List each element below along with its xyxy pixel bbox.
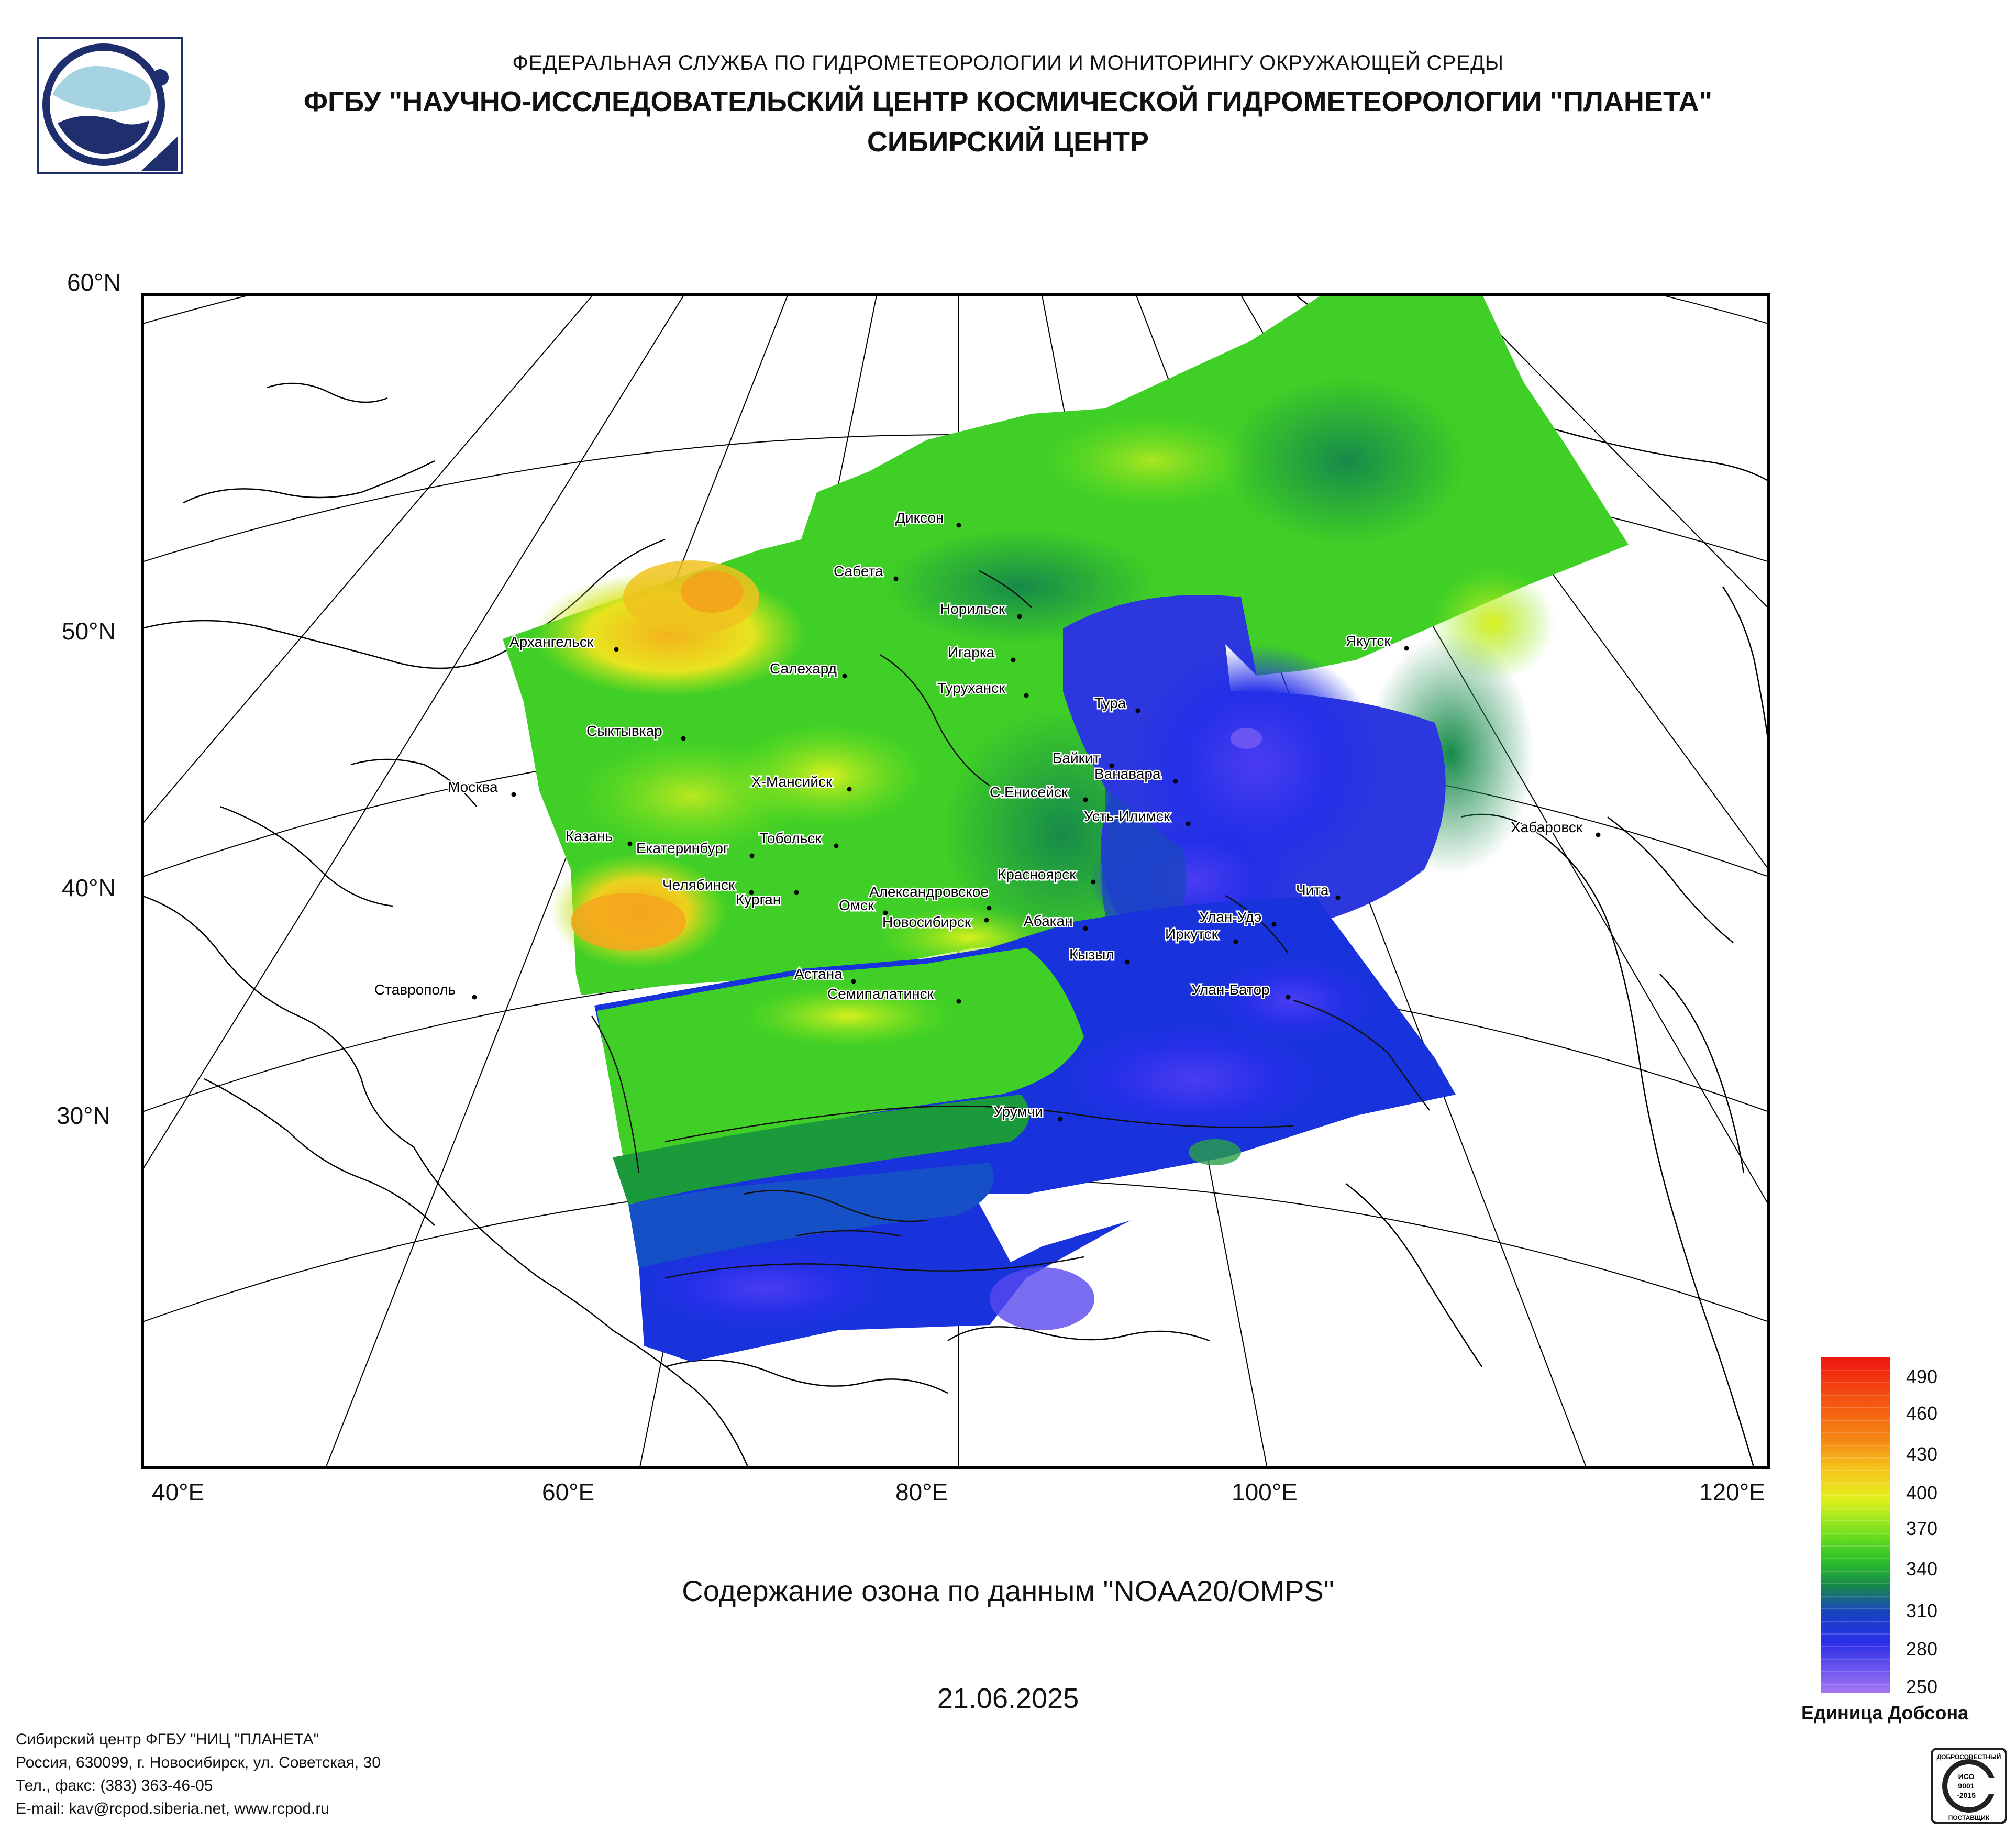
footer-line: Россия, 630099, г. Новосибирск, ул. Сове…	[16, 1754, 381, 1771]
lon-label-80: 80°E	[895, 1478, 948, 1506]
city-label: Тобольск	[759, 830, 822, 846]
city-label: Ставрополь	[374, 981, 456, 998]
city-label: Курган	[736, 891, 781, 908]
lon-label-120: 120°E	[1699, 1478, 1765, 1506]
city-label: Москва	[448, 779, 498, 795]
city-label: Александровское	[869, 884, 989, 900]
city-label: Иркутск	[1165, 926, 1219, 942]
city-label: Сыктывкар	[586, 723, 662, 739]
map-title: Содержание озона по данным "NOAA20/OMPS"	[682, 1574, 1334, 1607]
city-label: Салехард	[770, 660, 837, 677]
footer-line: Сибирский центр ФГБУ "НИЦ "ПЛАНЕТА"	[16, 1731, 319, 1748]
ozone-map: Диксон Сабета Норильск Игарка Архангельс…	[141, 293, 1770, 1469]
legend-unit: Единица Добсона	[1801, 1702, 1969, 1724]
city-label: Сабета	[834, 563, 883, 579]
city-label: Кызыл	[1069, 946, 1114, 963]
header-institute: ФГБУ "НАУЧНО-ИССЛЕДОВАТЕЛЬСКИЙ ЦЕНТР КОС…	[303, 86, 1713, 117]
lat-label-50: 50°N	[62, 617, 116, 645]
cert-text: 9001	[1958, 1782, 1974, 1790]
city-label: Архангельск	[509, 634, 594, 650]
city-label: Новосибирск	[882, 914, 971, 930]
footer-contacts: Сибирский центр ФГБУ "НИЦ "ПЛАНЕТА" Росс…	[16, 1728, 381, 1820]
cert-text: ПОСТАВЩИК	[1948, 1814, 1990, 1821]
city-label: Екатеринбург	[636, 840, 728, 856]
color-legend	[1821, 1357, 1890, 1693]
city-label: Астана	[794, 966, 843, 982]
city-label: Х-Мансийск	[751, 774, 833, 790]
city-label: Челябинск	[662, 877, 735, 893]
city-label: Диксон	[895, 510, 944, 526]
city-label: Улан-Батор	[1191, 981, 1270, 998]
city-label: Тура	[1094, 695, 1126, 711]
city-label: Улан-Удэ	[1199, 909, 1261, 925]
legend-value: 460	[1906, 1403, 1938, 1424]
iso-certificate-badge: ДОБРОСОВЕСТНЫЙ ИСО 9001 -2015 ПОСТАВЩИК	[1931, 1748, 2007, 1824]
planeta-logo	[37, 37, 183, 174]
city-label: Якутск	[1346, 633, 1391, 649]
city-label: С.Енисейск	[990, 784, 1068, 800]
city-label: Байкит	[1053, 750, 1100, 766]
footer-line: E-mail: kav@rcpod.siberia.net, www.rcpod…	[16, 1800, 330, 1817]
city-label: Казань	[566, 828, 613, 844]
city-label: Семипалатинск	[827, 986, 934, 1002]
city-label: Туруханск	[937, 680, 1005, 696]
city-label: Красноярск	[998, 866, 1076, 882]
city-label: Хабаровск	[1511, 819, 1583, 835]
cert-text: -2015	[1957, 1791, 1976, 1799]
legend-value: 280	[1906, 1638, 1938, 1660]
legend-value: 370	[1906, 1518, 1938, 1539]
city-label: Усть-Илимск	[1084, 808, 1170, 824]
lon-label-40: 40°E	[152, 1478, 205, 1506]
lat-label-60: 60°N	[67, 269, 121, 296]
city-label: Абакан	[1024, 913, 1073, 929]
lon-label-100: 100°E	[1232, 1478, 1298, 1506]
lat-label-30: 30°N	[57, 1102, 110, 1129]
legend-value: 340	[1906, 1558, 1938, 1580]
cert-text: ИСО	[1958, 1772, 1975, 1781]
legend-value: 400	[1906, 1482, 1938, 1504]
legend-value: 490	[1906, 1366, 1938, 1387]
map-date: 21.06.2025	[937, 1683, 1079, 1714]
footer-line: Тел., факс: (383) 363-46-05	[16, 1777, 213, 1794]
city-label: Омск	[839, 897, 874, 913]
city-label: Норильск	[940, 601, 1005, 617]
lon-label-60: 60°E	[542, 1478, 595, 1506]
legend-value: 310	[1906, 1600, 1938, 1621]
header-agency: ФЕДЕРАЛЬНАЯ СЛУЖБА ПО ГИДРОМЕТЕОРОЛОГИИ …	[512, 51, 1504, 74]
city-label: Урумчи	[993, 1103, 1043, 1120]
header-center: СИБИРСКИЙ ЦЕНТР	[867, 126, 1149, 158]
lat-label-40: 40°N	[62, 874, 116, 901]
legend-value: 250	[1906, 1676, 1938, 1697]
cert-text: ДОБРОСОВЕСТНЫЙ	[1937, 1753, 2001, 1761]
city-label: Игарка	[948, 644, 995, 660]
legend-value: 430	[1906, 1443, 1938, 1465]
city-label: Ванавара	[1094, 766, 1161, 782]
city-label: Чита	[1296, 882, 1329, 898]
